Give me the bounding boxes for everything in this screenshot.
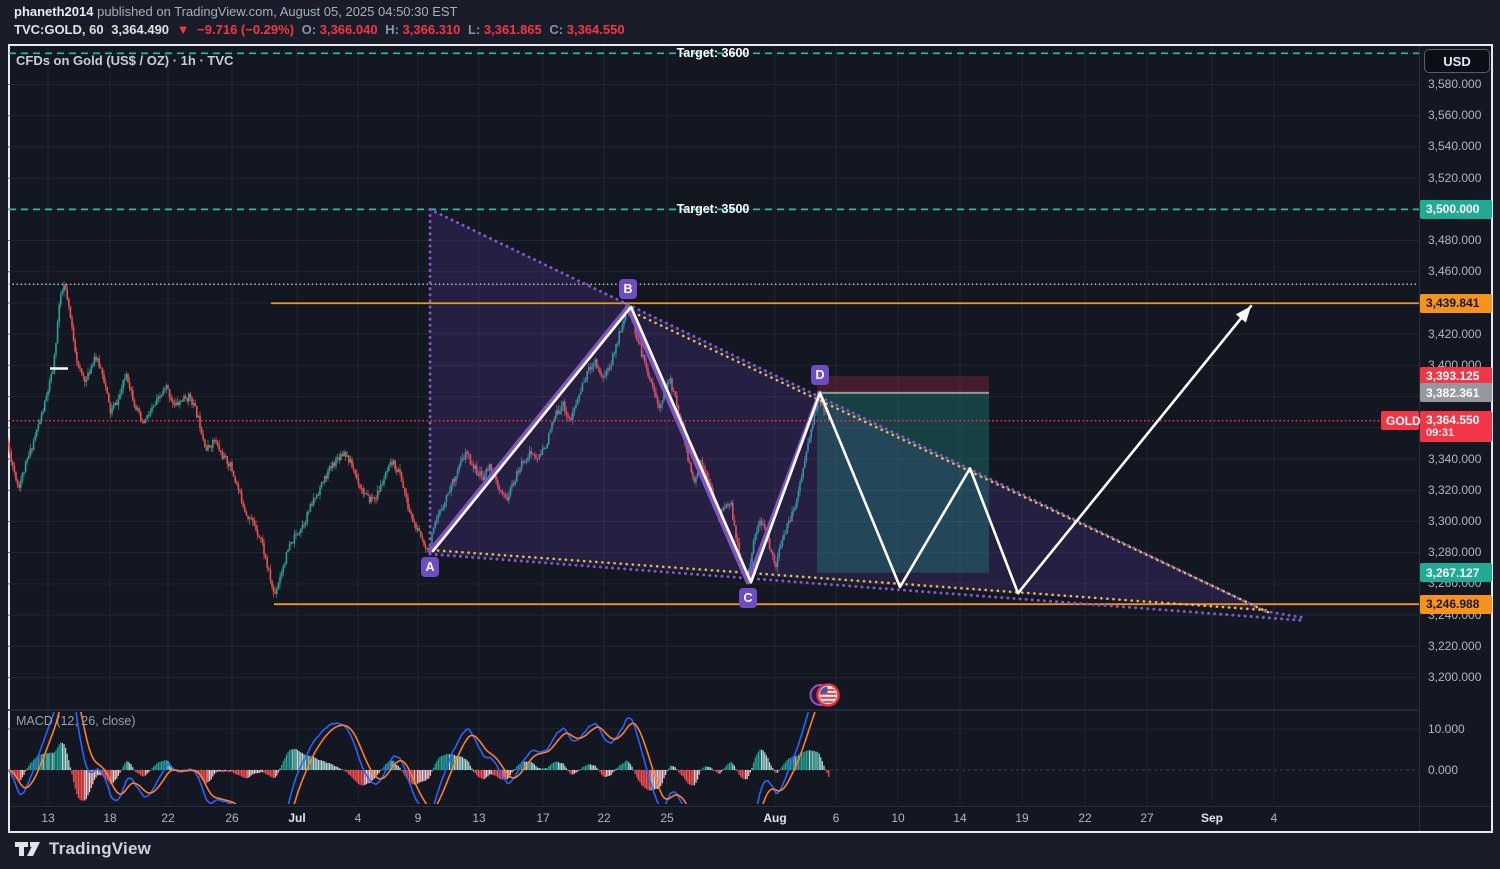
time-tick: Jul xyxy=(288,811,306,825)
close-value: 3,364.550 xyxy=(566,22,625,37)
time-tick: 13 xyxy=(472,811,486,825)
time-tick: 6 xyxy=(832,811,840,825)
open-value: 3,366.040 xyxy=(319,22,378,37)
price-tick: 3,220.000 xyxy=(1428,638,1482,653)
time-tick: 25 xyxy=(660,811,674,825)
price-tick: 3,200.000 xyxy=(1428,669,1482,684)
price-axis-badge: 3,267.127 xyxy=(1420,563,1492,583)
low-label: L: xyxy=(468,22,481,37)
pattern-point-a-label[interactable]: A xyxy=(421,557,439,578)
time-tick: 4 xyxy=(354,811,362,825)
pattern-point-c-label[interactable]: C xyxy=(739,588,757,609)
currency-toggle-button[interactable]: USD xyxy=(1424,49,1490,73)
macd-indicator-legend[interactable]: MACD (12, 26, close) xyxy=(16,714,136,728)
author-name: phaneth2014 xyxy=(14,4,94,19)
time-axis-separator xyxy=(10,806,1491,807)
tradingview-logo-text: TradingView xyxy=(49,839,152,858)
footer-bar: TradingView xyxy=(0,833,1500,869)
symbol-name-tag: GOLD xyxy=(1381,411,1421,431)
high-label: H: xyxy=(385,22,399,37)
price-tick: 3,540.000 xyxy=(1428,139,1482,154)
tradingview-logo[interactable]: TradingView xyxy=(14,839,151,859)
time-tick: 10 xyxy=(891,811,905,825)
direction-arrow-icon: ▼ xyxy=(176,22,190,37)
price-tick: 3,340.000 xyxy=(1428,451,1482,466)
pattern-point-d-label[interactable]: D xyxy=(811,364,829,385)
price-axis-badge: 3,382.361 xyxy=(1420,383,1492,403)
price-tick: 3,560.000 xyxy=(1428,108,1482,123)
time-tick: 17 xyxy=(536,811,550,825)
close-label: C: xyxy=(549,22,564,37)
time-tick: Sep xyxy=(1200,811,1223,825)
price-tick: 3,300.000 xyxy=(1428,513,1482,528)
macd-axis-tick: 10.000 xyxy=(1428,721,1465,736)
price-axis-badge: 3,439.841 xyxy=(1420,293,1492,313)
published-info: published on TradingView.com, August 05,… xyxy=(93,4,458,19)
time-tick: Aug xyxy=(763,811,787,825)
time-tick: 27 xyxy=(1140,811,1154,825)
high-value: 3,366.310 xyxy=(402,22,461,37)
time-tick: 14 xyxy=(953,811,967,825)
price-tick: 3,320.000 xyxy=(1428,482,1482,497)
pattern-point-b-label[interactable]: B xyxy=(619,278,637,299)
last-price: 3,364.490 xyxy=(111,22,170,37)
time-tick: 22 xyxy=(597,811,611,825)
time-tick: 9 xyxy=(414,811,422,825)
attribution-bar: phaneth2014 published on TradingView.com… xyxy=(0,0,1500,44)
attribution-text: phaneth2014 published on TradingView.com… xyxy=(14,4,458,19)
time-tick: 18 xyxy=(103,811,117,825)
price-tick: 3,280.000 xyxy=(1428,545,1482,560)
price-axis-badge: 3,364.550 09:31 xyxy=(1420,411,1492,443)
price-chart-canvas[interactable] xyxy=(8,44,1419,806)
target-line-label: Target: 3500 xyxy=(676,202,750,217)
price-tick: 3,580.000 xyxy=(1428,77,1482,91)
price-tick: 3,520.000 xyxy=(1428,170,1482,185)
low-value: 3,361.865 xyxy=(483,22,542,37)
target-line-label: Target: 3600 xyxy=(676,46,750,61)
time-tick: 13 xyxy=(41,811,55,825)
price-change: −9.716 (−0.29%) xyxy=(197,22,295,37)
time-tick: 22 xyxy=(1078,811,1092,825)
price-tick: 3,480.000 xyxy=(1428,233,1482,248)
chart-legend-title[interactable]: CFDs on Gold (US$ / OZ) · 1h · TVC xyxy=(16,53,234,68)
tradingview-logo-icon xyxy=(15,842,40,856)
time-tick: 19 xyxy=(1015,811,1029,825)
symbol-and-interval: TVC:GOLD, 60 xyxy=(14,22,104,37)
price-axis-badge: 3,500.000 xyxy=(1420,199,1492,219)
time-tick: 26 xyxy=(225,811,239,825)
price-tick: 3,420.000 xyxy=(1428,326,1482,341)
price-tick: 3,460.000 xyxy=(1428,264,1482,279)
price-axis-badge: 3,246.988 xyxy=(1420,594,1492,614)
open-label: O: xyxy=(301,22,317,37)
quote-row: TVC:GOLD, 60 3,364.490 ▼ −9.716 (−0.29%)… xyxy=(14,22,629,37)
price-axis-separator xyxy=(1419,46,1420,831)
price-axis-badge: 3,393.125 xyxy=(1420,366,1492,386)
time-tick: 22 xyxy=(161,811,175,825)
time-tick: 4 xyxy=(1270,811,1278,825)
macd-axis-tick: 0.000 xyxy=(1428,762,1459,777)
